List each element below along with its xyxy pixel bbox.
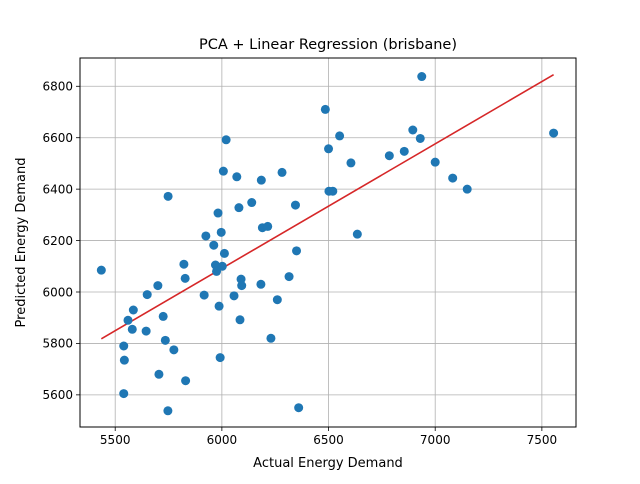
data-point (209, 240, 219, 250)
y-tick-label: 6600 (42, 131, 73, 145)
data-point (216, 227, 226, 237)
data-point (294, 403, 304, 413)
data-point (235, 315, 245, 325)
data-point (256, 175, 266, 185)
data-point (154, 369, 164, 379)
data-point (141, 326, 151, 336)
y-tick-label: 6800 (42, 80, 73, 94)
data-point (119, 389, 129, 399)
data-point (462, 184, 472, 194)
regression-line (100, 74, 555, 340)
data-point (218, 166, 228, 176)
data-point (215, 353, 225, 363)
data-point (549, 128, 559, 138)
chart-title: PCA + Linear Regression (brisbane) (199, 37, 457, 53)
x-axis-ticks: 5500 6000 6500 7000 7500 (100, 427, 557, 447)
data-point (263, 221, 273, 231)
data-point (335, 131, 345, 141)
data-point (448, 173, 458, 183)
data-point (201, 231, 211, 241)
data-point (266, 333, 276, 343)
x-tick-label: 7000 (420, 433, 451, 447)
data-point (292, 246, 302, 256)
data-point (163, 406, 173, 416)
regression-line-layer (100, 74, 555, 340)
data-point (179, 259, 189, 269)
data-point (256, 279, 266, 289)
data-points (96, 72, 559, 416)
data-point (272, 295, 282, 305)
data-point (408, 125, 418, 135)
data-point (128, 305, 138, 315)
data-point (229, 291, 239, 301)
data-point (213, 208, 223, 218)
y-tick-label: 6200 (42, 234, 73, 248)
data-point (119, 355, 129, 365)
y-axis-ticks: 5600 5800 6000 6200 6400 6600 6800 (42, 80, 80, 402)
data-point (221, 135, 231, 145)
data-point (212, 266, 222, 276)
data-point (352, 229, 362, 239)
data-point (119, 341, 129, 351)
data-point (219, 248, 229, 258)
data-point (217, 261, 227, 271)
y-tick-label: 6000 (42, 285, 73, 299)
data-point (163, 191, 173, 201)
data-point (153, 281, 163, 291)
data-point (417, 72, 427, 82)
data-point (180, 273, 190, 283)
data-point (127, 324, 137, 334)
x-tick-label: 6500 (313, 433, 344, 447)
data-point (158, 311, 168, 321)
data-point (237, 281, 247, 291)
data-point (430, 157, 440, 167)
data-point (181, 376, 191, 386)
data-point (169, 345, 179, 355)
data-point (328, 186, 338, 196)
data-point (324, 144, 334, 154)
x-tick-label: 5500 (100, 433, 131, 447)
y-tick-label: 5600 (42, 388, 73, 402)
data-point (247, 198, 257, 208)
data-point (346, 158, 356, 168)
y-tick-label: 5800 (42, 337, 73, 351)
x-tick-label: 6000 (207, 433, 238, 447)
data-point (214, 301, 224, 311)
data-point (320, 104, 330, 114)
plot-frame (79, 57, 577, 428)
y-tick-label: 6400 (42, 182, 73, 196)
data-point (384, 151, 394, 161)
data-point (160, 335, 170, 345)
data-point (277, 167, 287, 177)
data-point (284, 272, 294, 282)
data-point (142, 290, 152, 300)
x-axis-label: Actual Energy Demand (253, 456, 403, 471)
data-point (234, 203, 244, 213)
data-point (399, 146, 409, 156)
data-point (96, 265, 106, 275)
data-point (290, 200, 300, 210)
data-point (415, 133, 425, 143)
data-point (199, 290, 209, 300)
data-point (123, 315, 133, 325)
data-point (232, 172, 242, 182)
x-tick-label: 7500 (527, 433, 558, 447)
y-axis-label: Predicted Energy Demand (14, 158, 29, 328)
